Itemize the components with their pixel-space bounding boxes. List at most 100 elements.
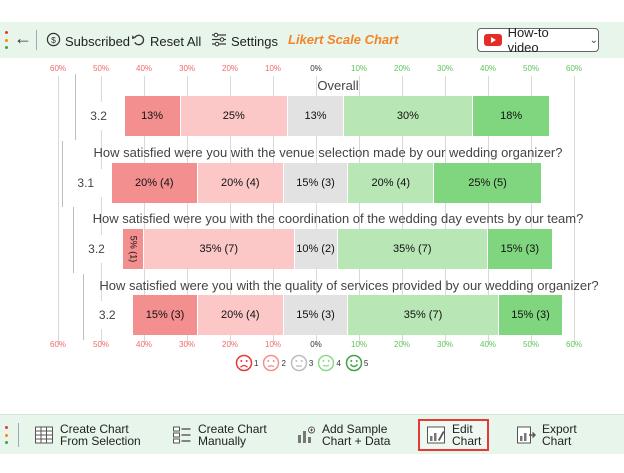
sample-line2: Chart + Data — [322, 434, 391, 448]
legend-label: 5 — [363, 358, 369, 368]
drag-handle-icon[interactable] — [4, 426, 8, 444]
axis-tick-label: 10% — [350, 64, 368, 73]
gridline — [187, 76, 188, 344]
bar-segment-label: 35% (7) — [199, 243, 239, 255]
gridline — [359, 76, 360, 344]
youtube-icon — [484, 34, 502, 46]
create-selection-line2: From Selection — [60, 434, 141, 448]
likert-chart: 60% 50% 40% 30% 20% 10% 0% 10% 20% 30% 40% 50% 60% 60… — [0, 62, 624, 374]
axis-tick-label: 20% — [221, 64, 239, 73]
axis-tick-label: 60% — [565, 340, 583, 349]
bar-segment-label: 15% (3) — [511, 309, 550, 321]
settings-button[interactable]: Settings — [211, 32, 278, 50]
axis-tick-label: 40% — [479, 340, 497, 349]
bar-segment-label: 35% (7) — [403, 309, 443, 321]
export-chart-icon — [517, 426, 536, 444]
drag-handle-icon[interactable] — [4, 31, 8, 49]
bar-segment: 13% — [288, 96, 344, 136]
very-happy-face-icon — [345, 354, 363, 372]
axis-tick-label: 50% — [92, 64, 110, 73]
dollar-circle-icon: $ — [46, 32, 61, 50]
bar-segment: 35% (7) — [144, 229, 295, 269]
reset-all-label: Reset All — [150, 33, 202, 49]
legend-item: 3 — [290, 354, 313, 372]
bar-segment-label: 20% (4) — [220, 177, 260, 189]
gridline — [144, 76, 145, 344]
legend-label: 2 — [281, 358, 286, 368]
reset-all-button[interactable]: Reset All — [131, 32, 201, 50]
bar-segment: 10% (2) — [294, 229, 338, 269]
question-label: How satisfied were you with the quality … — [99, 278, 599, 293]
legend-label: 4 — [336, 358, 341, 368]
average-score: 3.2 — [78, 102, 119, 130]
bar-segment-label: 13% — [304, 110, 327, 122]
bar-segment-label: 35% (7) — [392, 243, 432, 255]
form-list-icon — [173, 426, 191, 444]
happy-face-icon — [318, 354, 335, 372]
axis-tick-label: 30% — [436, 340, 454, 349]
bar-segment-label: 30% — [396, 110, 419, 122]
how-to-video-label: How-to video — [507, 25, 549, 55]
create-manual-line2: Manually — [198, 434, 247, 448]
create-manual-line1: Create Chart — [198, 422, 267, 436]
neutral-face-icon — [290, 354, 308, 372]
toolbar-divider — [36, 30, 37, 50]
gridline — [316, 76, 317, 344]
bottom-toolbar: Create Chart From Selection Create Chart M… — [0, 414, 624, 454]
bar-segment-label: 10% (2) — [296, 243, 335, 255]
bar-segment: 15% (3) — [283, 163, 349, 203]
axis-tick-label: 50% — [92, 340, 110, 349]
svg-text:$: $ — [51, 35, 56, 45]
gridline — [574, 76, 575, 344]
axis-tick-label: 20% — [221, 340, 239, 349]
bar-segment: 30% — [343, 96, 473, 136]
export-chart-button[interactable]: Export Chart — [516, 421, 577, 449]
edit-chart-button[interactable]: Edit Chart — [418, 419, 490, 451]
axis-tick-label: 40% — [479, 64, 497, 73]
create-chart-manually-button[interactable]: Create Chart Manually — [172, 421, 267, 449]
edit-line1: Edit — [452, 422, 473, 436]
subscribed-label: Subscribed — [65, 33, 131, 49]
add-sample-chart-button[interactable]: Add Sample Chart + Data — [296, 421, 390, 449]
bar-segment: 35% (7) — [348, 295, 499, 335]
create-selection-line1: Create Chart — [60, 422, 129, 436]
row-axis-line — [72, 207, 74, 273]
axis-tick-label: 40% — [135, 64, 153, 73]
toolbar-divider — [18, 423, 19, 447]
bar-segment: 25% — [180, 96, 289, 136]
bar-segment-label: 20% (4) — [220, 309, 260, 321]
undo-icon — [131, 32, 146, 50]
very-sad-face-icon — [235, 354, 253, 372]
sample-chart-icon — [298, 426, 315, 443]
bar-segment-label: 15% (3) — [145, 309, 185, 321]
bar-segment: 15% (3) — [488, 229, 553, 269]
axis-tick-label: 0% — [310, 340, 322, 349]
bar-segment: 35% (7) — [337, 229, 488, 269]
export-line2: Chart — [542, 434, 572, 448]
gridline — [402, 76, 403, 344]
bar-segment-label: 25% (5) — [468, 177, 507, 189]
bar-segment-label: 15% (3) — [296, 309, 335, 321]
subscribed-button[interactable]: $ Subscribed — [46, 32, 130, 50]
bar-segment-label: 18% — [500, 110, 523, 122]
sliders-icon — [211, 32, 227, 50]
axis-tick-label: 50% — [522, 64, 540, 73]
axis-tick-label: 20% — [393, 64, 411, 73]
sad-face-icon — [263, 354, 280, 372]
how-to-video-dropdown[interactable]: How-to video ⌄ — [477, 25, 599, 55]
chevron-down-icon: ⌄ — [589, 34, 598, 46]
export-line1: Export — [542, 422, 577, 436]
row-axis-line — [83, 274, 85, 340]
back-arrow-icon[interactable]: ← — [14, 28, 32, 48]
settings-label: Settings — [231, 33, 278, 49]
edit-chart-icon — [427, 426, 445, 444]
sample-line1: Add Sample — [322, 422, 388, 436]
gridline — [488, 76, 489, 344]
create-chart-from-selection-button[interactable]: Create Chart From Selection — [34, 421, 141, 449]
axis-tick-label: 60% — [49, 64, 67, 73]
question-label: Overall — [317, 78, 359, 93]
bar-segment: 20% (4) — [197, 163, 284, 203]
average-score: 3.1 — [65, 169, 106, 197]
bar-segment: 13% — [124, 96, 181, 136]
bar-segment-label: 13% — [141, 110, 164, 122]
